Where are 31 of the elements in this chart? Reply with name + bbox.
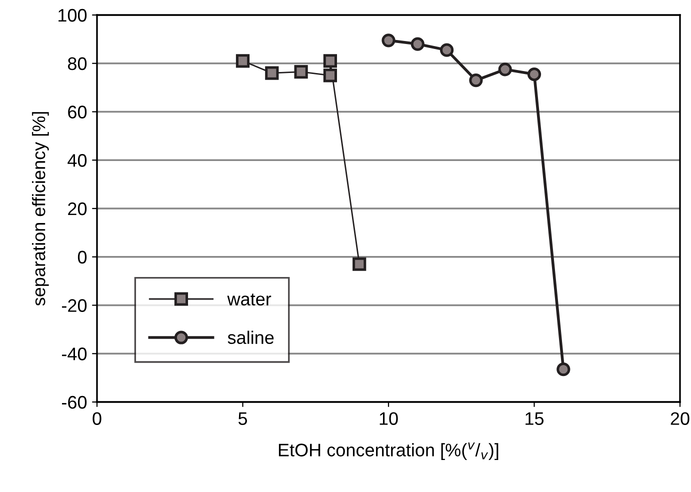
x-tick-label: 5 xyxy=(238,412,248,425)
point xyxy=(294,65,308,79)
y-tick-label: -60 xyxy=(62,396,87,409)
point xyxy=(440,43,454,57)
legend-label: saline xyxy=(228,330,274,344)
legend-label: water xyxy=(227,294,272,306)
y-tick-label: 20 xyxy=(68,202,87,216)
point xyxy=(527,67,542,82)
point xyxy=(323,54,338,68)
point xyxy=(265,66,279,80)
x-tick-label: 20 xyxy=(670,412,690,425)
y-tick-label: 60 xyxy=(68,106,87,118)
x-tick-label: 0 xyxy=(92,412,102,425)
point xyxy=(410,37,424,51)
y-tick-label: -40 xyxy=(62,348,87,360)
y-tick-label: -20 xyxy=(62,299,87,312)
point xyxy=(352,257,366,271)
x-tick-label: 10 xyxy=(380,412,398,425)
y-axis-title: separation efficiency [%] xyxy=(32,112,49,306)
point xyxy=(469,74,483,88)
point xyxy=(498,62,512,76)
point xyxy=(382,34,396,48)
point xyxy=(236,54,250,68)
y-tick-label: 0 xyxy=(78,250,87,264)
y-tick-label: 100 xyxy=(58,8,87,22)
y-tick-label: 80 xyxy=(68,57,87,70)
x-axis-title: EtOH concentration [%($^{v}$/$_{v}$)] xyxy=(278,442,498,460)
y-tick-label: 40 xyxy=(68,154,87,167)
x-tick-label: 15 xyxy=(526,412,544,425)
point xyxy=(323,68,338,82)
point xyxy=(556,362,570,376)
